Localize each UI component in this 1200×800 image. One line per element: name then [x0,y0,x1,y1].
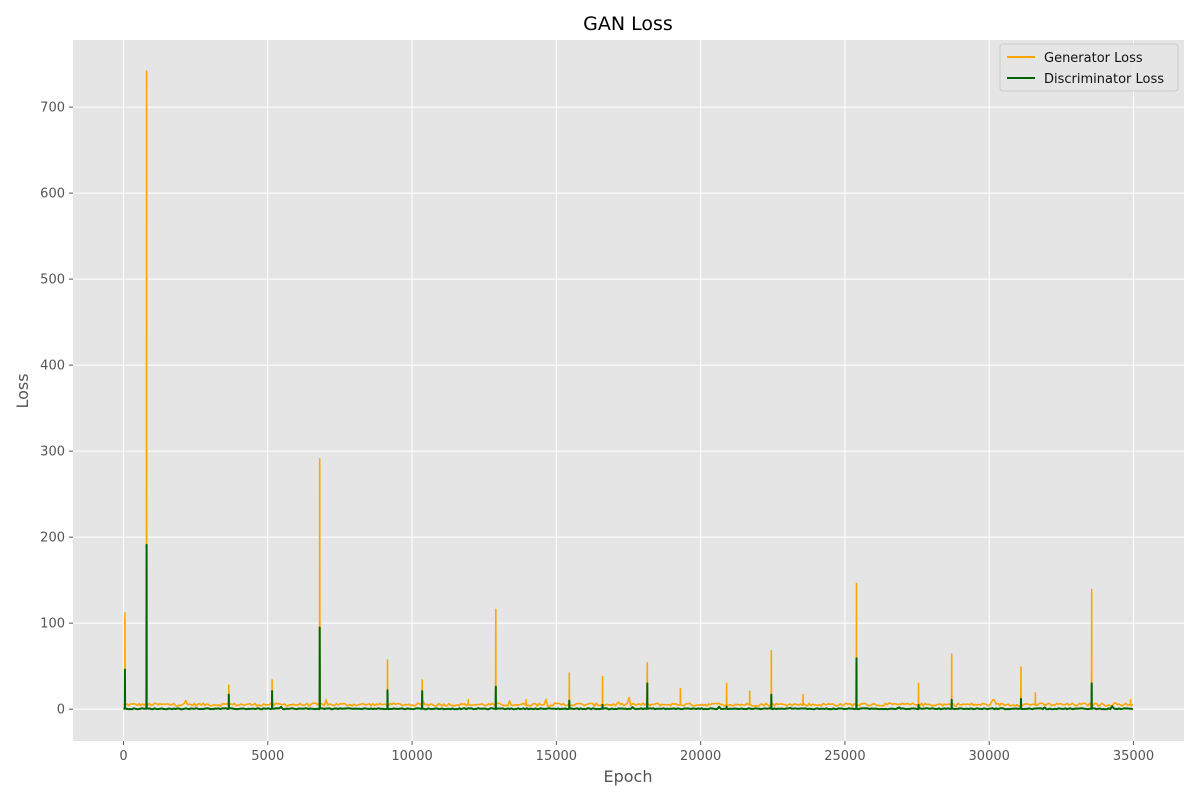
y-tick-label: 700 [40,101,65,116]
x-tick-label: 35000 [1113,749,1154,764]
legend-label-generator: Generator Loss [1044,51,1143,66]
series-line-generator [123,70,1134,707]
series-line-discriminator [123,543,1134,711]
x-tick-label: 10000 [391,749,432,764]
x-tick-label: 30000 [969,749,1010,764]
y-tick-label: 500 [40,273,65,288]
tick-labels: 0 5000 10000 15000 20000 25000 30000 35000 0 100 2… [40,101,1154,764]
legend-label-discriminator: Discriminator Loss [1044,72,1164,87]
chart-title: GAN Loss [583,13,673,35]
y-tick-label: 0 [57,703,65,718]
y-tick-label: 300 [40,445,65,460]
plot-area [73,40,1184,741]
y-tick-label: 100 [40,617,65,632]
x-tick-label: 15000 [536,749,577,764]
y-tick-label: 600 [40,187,65,202]
y-axis-label: Loss [13,373,32,408]
x-tick-label: 0 [119,749,127,764]
legend-box [999,43,1179,92]
x-tick-label: 20000 [680,749,721,764]
x-axis-label: Epoch [604,767,653,786]
y-tick-label: 200 [40,531,65,546]
series-layer [123,70,1134,711]
y-tick-label: 400 [40,359,65,374]
legend: Generator Loss Discriminator Loss [999,43,1179,92]
x-tick-label: 5000 [251,749,284,764]
x-tick-label: 25000 [824,749,865,764]
